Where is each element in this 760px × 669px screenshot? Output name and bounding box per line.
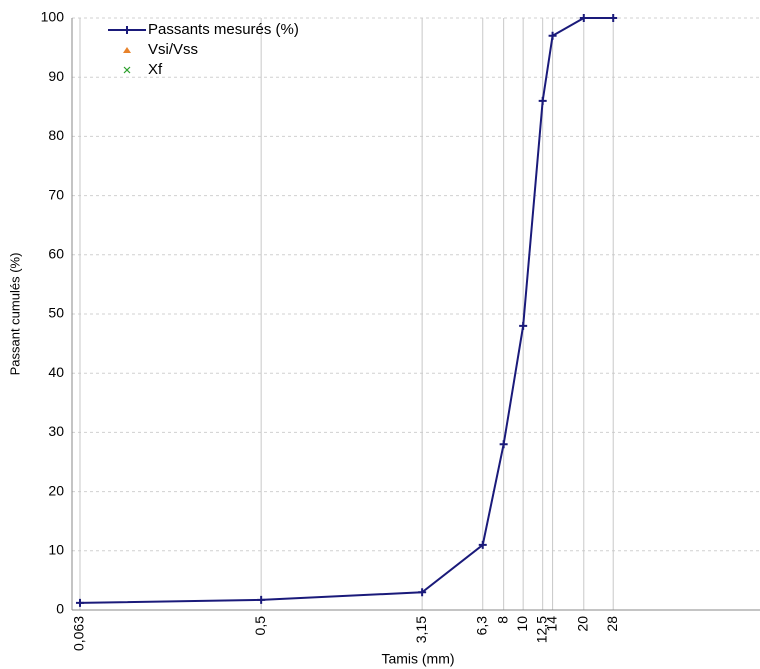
point (519, 321, 528, 330)
x-tick-label: 12,5 (533, 616, 549, 643)
point (499, 440, 508, 449)
y-tick-label: 60 (48, 246, 64, 262)
point (579, 14, 588, 22)
x-tick-label: 0,063 (71, 616, 87, 651)
x-axis-label: Tamis (mm) (381, 651, 454, 667)
y-tick-label: 40 (48, 364, 64, 380)
point (538, 96, 547, 105)
x-tick-label: 14 (543, 616, 559, 632)
x-tick-label: 3,15 (413, 616, 429, 643)
y-axis-label: Passant cumulés (%) (7, 253, 22, 376)
y-tick-label: 20 (48, 482, 64, 498)
point (418, 588, 427, 597)
point (478, 540, 487, 549)
legend-label: Passants mesurés (%) (148, 21, 299, 38)
x-tick-label: 28 (604, 616, 620, 632)
point (123, 26, 131, 34)
x-tick-label: 6,3 (473, 616, 489, 636)
y-tick-label: 100 (41, 9, 65, 25)
point (123, 47, 131, 53)
x-tick-label: 10 (514, 616, 530, 632)
y-tick-label: 80 (48, 127, 64, 143)
point (257, 595, 266, 604)
y-tick-label: 70 (48, 186, 64, 202)
x-tick-label: 8 (494, 616, 510, 624)
x-tick-label: 0,5 (252, 616, 268, 636)
legend-label: Xf (148, 61, 163, 78)
y-tick-label: 30 (48, 423, 64, 439)
y-tick-label: 10 (48, 542, 64, 558)
point (75, 598, 84, 607)
point (548, 31, 557, 40)
point (123, 66, 131, 74)
x-tick-label: 20 (574, 616, 590, 632)
y-tick-label: 90 (48, 68, 64, 84)
legend-label: Vsi/Vss (148, 41, 198, 58)
y-tick-label: 50 (48, 305, 64, 321)
series-line (79, 17, 614, 604)
point (609, 14, 618, 22)
y-tick-label: 0 (56, 601, 64, 617)
